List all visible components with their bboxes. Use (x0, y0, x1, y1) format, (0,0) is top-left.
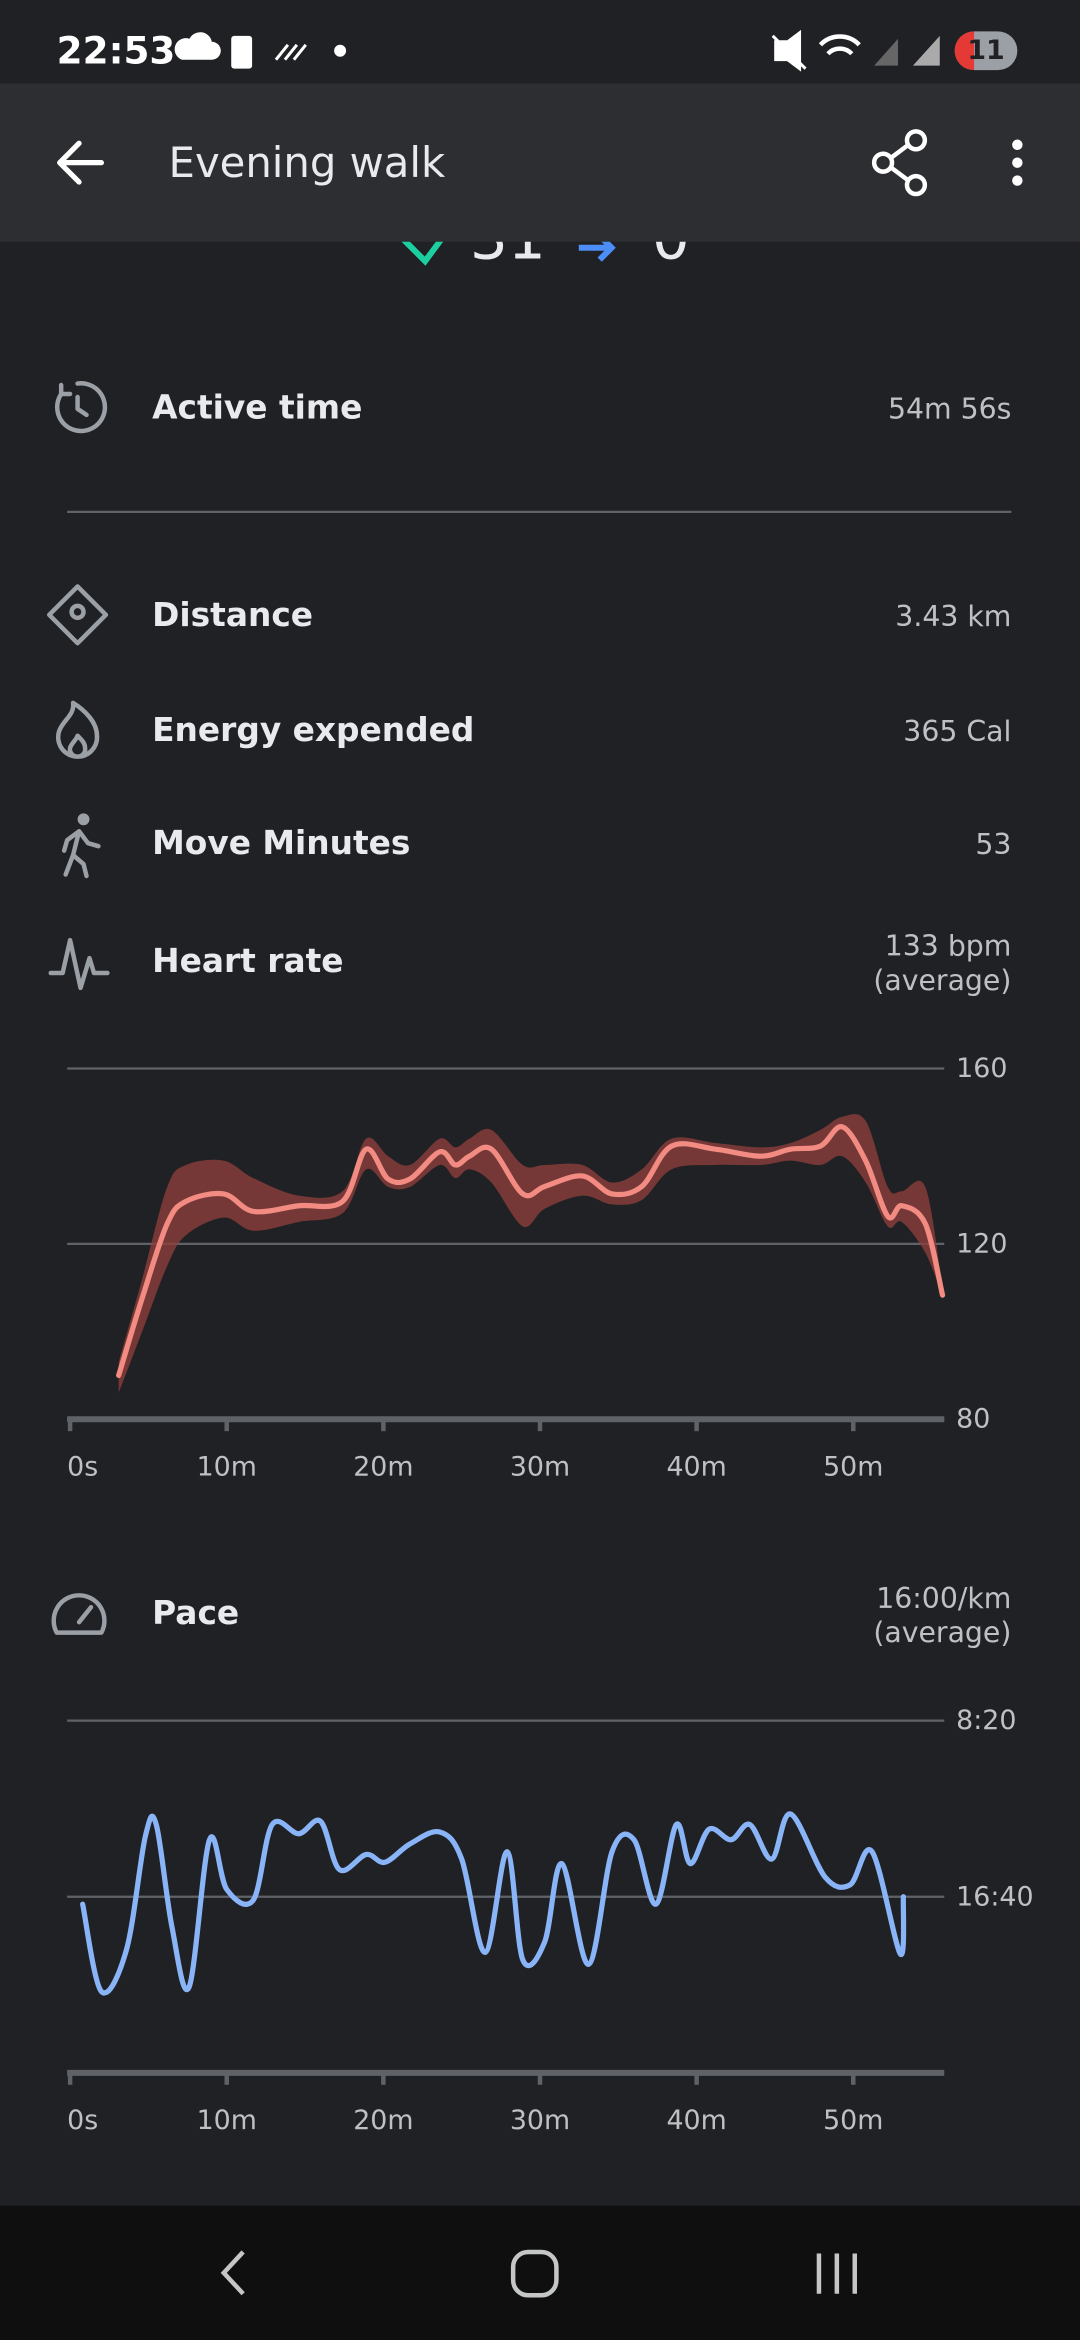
nav-back[interactable] (220, 2250, 245, 2296)
charts: 80 120 160 0s 10m 20m 30m 40m 50m 8:20 16:40 0s 10m 2… (67, 1053, 1033, 2136)
x-tick-label: 50m (823, 1451, 883, 1482)
stat-heart-rate: Heart rate 133 bpm (average) (48, 930, 1012, 997)
stat-label: Heart rate (152, 942, 343, 980)
range-band (118, 1113, 943, 1393)
heart-rate-icon (48, 937, 110, 991)
stat-value: 133 bpm (885, 930, 1012, 963)
distance-icon (46, 584, 109, 646)
stat-distance: Distance 3.43 km (46, 584, 1011, 646)
x-tick-label: 40m (666, 1451, 726, 1482)
share-button[interactable] (871, 129, 928, 197)
x-tick-label: 10m (197, 1451, 257, 1482)
wifi-icon (818, 34, 861, 56)
stat-energy: Energy expended 365 Cal (55, 700, 1011, 759)
stat-label: Pace (152, 1594, 239, 1632)
stat-label: Move Minutes (152, 824, 410, 862)
status-time: 22:53 (57, 29, 176, 73)
data-line (80, 1811, 907, 1996)
x-tick-label: 30m (510, 2105, 570, 2136)
stat-value: 3.43 km (895, 600, 1011, 633)
y-tick-label: 120 (956, 1228, 1007, 1259)
cell-icon-2 (912, 35, 940, 66)
distance-icon-dot (69, 603, 86, 621)
stat-active-time: Active time 54m 56s (55, 381, 1011, 434)
battery-low (954, 31, 975, 71)
dot-icon (334, 44, 347, 57)
x-tick-label: 20m (353, 2105, 413, 2136)
timer-icon (55, 381, 108, 434)
stat-value: 16:00/km (876, 1582, 1011, 1615)
mute-icon (771, 29, 807, 72)
x-tick-label: 0s (67, 2105, 98, 2136)
y-tick-label: 160 (956, 1053, 1007, 1084)
signal-icon (274, 43, 307, 61)
data-line (116, 1124, 946, 1378)
stat-label: Active time (152, 388, 362, 426)
energy-icon (55, 700, 100, 759)
pace-icon (51, 1593, 107, 1635)
app-title: Evening walk (169, 138, 446, 187)
stat-note: (average) (873, 1616, 1011, 1649)
back-button[interactable] (57, 140, 105, 185)
nav-recents[interactable] (816, 2253, 857, 2294)
battery-alert-icon (231, 35, 253, 69)
more-button[interactable] (1012, 139, 1023, 186)
y-tick-label: 8:20 (956, 1705, 1016, 1736)
stat-value: 53 (975, 828, 1011, 861)
nav-bar (0, 2205, 1080, 2340)
cell-icon-1 (874, 38, 899, 66)
y-tick-label: 16:40 (956, 1881, 1033, 1912)
nav-home[interactable] (510, 2249, 559, 2298)
stat-note: (average) (873, 964, 1011, 997)
walker-head (77, 813, 90, 826)
stat-value: 365 Cal (903, 715, 1011, 748)
y-tick-label: 80 (956, 1404, 990, 1435)
walker-icon (61, 828, 101, 879)
x-tick-label: 40m (666, 2105, 726, 2136)
stat-label: Energy expended (152, 711, 474, 749)
cloud-icon (174, 32, 221, 60)
x-tick-label: 10m (197, 2105, 257, 2136)
stat-label: Distance (152, 596, 313, 634)
app-bar (0, 83, 1080, 242)
battery-level: 11 (967, 35, 1004, 66)
stat-pace: Pace 16:00/km (average) (51, 1582, 1011, 1649)
stat-move-minutes: Move Minutes 53 (61, 813, 1011, 879)
x-tick-label: 50m (823, 2105, 883, 2136)
x-tick-label: 20m (353, 1451, 413, 1482)
x-tick-label: 0s (67, 1451, 98, 1482)
x-tick-label: 30m (510, 1451, 570, 1482)
stat-value: 54m 56s (888, 392, 1011, 425)
